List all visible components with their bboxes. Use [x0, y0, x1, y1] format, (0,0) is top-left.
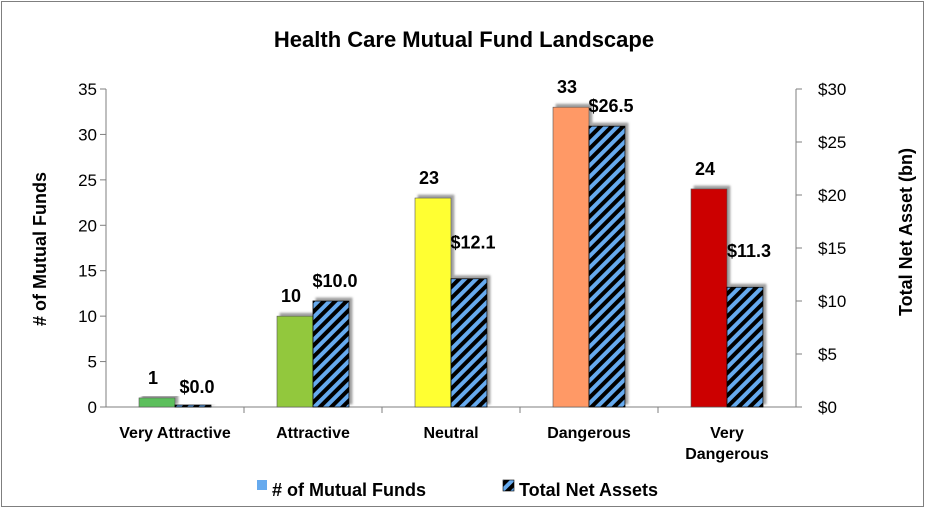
y-left-axis-title: # of Mutual Funds: [30, 172, 50, 326]
bar-mutual-funds: [138, 397, 176, 408]
x-category-label: Dangerous: [547, 425, 631, 442]
y-left-tick-label: 35: [78, 80, 97, 99]
data-label-mutual-funds: 1: [148, 368, 158, 388]
legend: # of Mutual Funds Total Net Assets: [257, 479, 658, 500]
data-label-mutual-funds: 33: [557, 77, 577, 97]
y-left-tick-label: 5: [88, 353, 97, 372]
bar-total-net-assets: [450, 278, 488, 408]
legend-swatch-total-net-assets: [502, 479, 515, 492]
bar-total-net-assets: [588, 125, 626, 408]
y-left-tick-label: 0: [88, 398, 97, 417]
data-label-total-net-assets: $26.5: [588, 96, 633, 116]
chart-title: Health Care Mutual Fund Landscape: [274, 27, 654, 52]
bar-mutual-funds: [414, 197, 452, 408]
bar-mutual-funds: [690, 188, 728, 408]
data-label-total-net-assets: $12.1: [450, 233, 495, 253]
x-category-label: Very Attractive: [119, 425, 231, 442]
y-right-tick-label: $5: [818, 345, 837, 364]
y-right-tick-label: $30: [818, 80, 846, 99]
y-left-tick-label: 30: [78, 125, 97, 144]
bar-mutual-funds: [552, 106, 590, 408]
data-label-mutual-funds: 24: [695, 159, 715, 179]
x-category-label: Neutral: [423, 425, 478, 442]
data-label-mutual-funds: 10: [281, 286, 301, 306]
y-right-tick-label: $25: [818, 133, 846, 152]
bar-mutual-funds: [276, 315, 314, 408]
data-label-total-net-assets: $0.0: [179, 377, 214, 397]
bar-total-net-assets: [174, 404, 212, 408]
x-category-label: Very: [710, 425, 744, 442]
y-left-tick-label: 10: [78, 307, 97, 326]
bar-total-net-assets: [726, 286, 764, 408]
y-right-tick-label: $0: [818, 398, 837, 417]
legend-label-mutual-funds: # of Mutual Funds: [272, 480, 426, 500]
bar-total-net-assets: [312, 300, 350, 408]
y-left-tick-label: 15: [78, 262, 97, 281]
y-right-tick-label: $20: [818, 186, 846, 205]
x-category-label: Attractive: [276, 425, 350, 442]
data-label-total-net-assets: $11.3: [727, 241, 771, 261]
y-right-axis-title: Total Net Asset (bn): [896, 148, 916, 316]
y-left-tick-label: 25: [78, 171, 97, 190]
x-category-label: Dangerous: [685, 446, 769, 463]
data-label-mutual-funds: 23: [419, 168, 439, 188]
y-right-tick-label: $15: [818, 239, 846, 258]
legend-swatch-mutual-funds: [257, 480, 267, 490]
y-right-tick-label: $10: [818, 292, 846, 311]
legend-label-total-net-assets: Total Net Assets: [519, 480, 658, 500]
plot-area: 0 5 10 15 20 25 30 35 $0 $5 $10 $15 $20 $25 $30 Very At…: [78, 77, 846, 463]
y-left-tick-label: 20: [78, 216, 97, 235]
data-label-total-net-assets: $10.0: [312, 271, 357, 291]
